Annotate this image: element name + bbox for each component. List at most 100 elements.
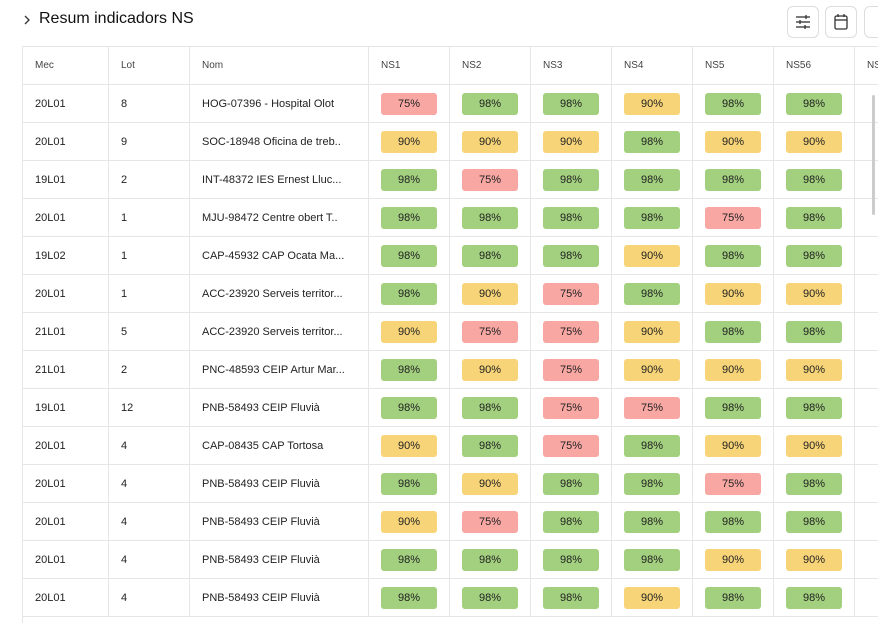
- table-cell: [855, 389, 878, 427]
- table-cell: 98%: [774, 465, 855, 503]
- table-cell: 98%: [693, 503, 774, 541]
- status-badge: 98%: [786, 206, 842, 229]
- table-cell: [855, 161, 878, 199]
- status-badge: 98%: [381, 282, 437, 305]
- table-cell: 2: [109, 161, 190, 199]
- table-cell: 75%: [450, 161, 531, 199]
- table-cell: 4: [109, 541, 190, 579]
- table-cell: 20L01: [23, 465, 109, 503]
- table-cell: 19L02: [23, 237, 109, 275]
- table-cell: 8: [109, 85, 190, 123]
- table-cell: 98%: [450, 389, 531, 427]
- scrollbar[interactable]: [872, 95, 875, 215]
- table-cell: 98%: [774, 237, 855, 275]
- table-cell: 75%: [450, 313, 531, 351]
- table-cell: 98%: [774, 85, 855, 123]
- column-header: NS56: [774, 47, 855, 85]
- table-cell: 21L01: [23, 351, 109, 389]
- table-cell: CAP-45932 CAP Ocata Ma...: [190, 237, 369, 275]
- table-cell: [855, 123, 878, 161]
- status-badge: 98%: [786, 92, 842, 115]
- status-badge: 98%: [543, 206, 599, 229]
- status-badge: 98%: [462, 586, 518, 609]
- table-cell: 21L01: [23, 313, 109, 351]
- table-cell: 90%: [450, 351, 531, 389]
- table-cell: 98%: [450, 579, 531, 617]
- collapse-toggle[interactable]: [22, 11, 34, 29]
- table-cell: [855, 503, 878, 541]
- table-cell: 98%: [369, 465, 450, 503]
- table-cell: 98%: [369, 389, 450, 427]
- table-cell: 98%: [612, 427, 693, 465]
- column-header: NS: [855, 47, 878, 85]
- status-badge: 90%: [543, 130, 599, 153]
- status-badge: 98%: [705, 586, 761, 609]
- table-cell: ACC-23920 Serveis territor...: [190, 313, 369, 351]
- table-cell: 19L01: [23, 161, 109, 199]
- table-cell: 90%: [693, 123, 774, 161]
- status-badge: 90%: [381, 510, 437, 533]
- table-cell: [855, 199, 878, 237]
- status-badge: 98%: [543, 244, 599, 267]
- table-cell: [855, 275, 878, 313]
- table-cell: 90%: [774, 351, 855, 389]
- table-cell: 98%: [693, 579, 774, 617]
- status-badge: 98%: [786, 586, 842, 609]
- table-cell: 2: [109, 351, 190, 389]
- table-cell: 75%: [693, 465, 774, 503]
- status-badge: 75%: [381, 92, 437, 115]
- table-cell: 75%: [531, 351, 612, 389]
- status-badge: 98%: [543, 92, 599, 115]
- table-cell: 90%: [774, 123, 855, 161]
- status-badge: 75%: [462, 168, 518, 191]
- status-badge: 90%: [462, 282, 518, 305]
- table-cell: 98%: [693, 161, 774, 199]
- table-cell: 20L01: [23, 427, 109, 465]
- filter-button[interactable]: [787, 6, 819, 38]
- table-cell: 1: [109, 199, 190, 237]
- status-badge: 90%: [786, 434, 842, 457]
- status-badge: 90%: [705, 282, 761, 305]
- table-cell: 90%: [450, 275, 531, 313]
- table-cell: 20L01: [23, 85, 109, 123]
- status-badge: 98%: [786, 472, 842, 495]
- status-badge: 75%: [462, 320, 518, 343]
- status-badge: 90%: [705, 434, 761, 457]
- column-header: NS4: [612, 47, 693, 85]
- table-cell: PNB-58493 CEIP Fluvià: [190, 503, 369, 541]
- table-cell: 98%: [369, 541, 450, 579]
- table-cell: 98%: [450, 237, 531, 275]
- page-title: Resum indicadors NS: [39, 10, 194, 27]
- table-cell: 4: [109, 579, 190, 617]
- table-cell: [855, 465, 878, 503]
- calendar-button[interactable]: [825, 6, 857, 38]
- column-header: NS3: [531, 47, 612, 85]
- expand-button[interactable]: [864, 6, 878, 38]
- table-cell: INT-48372 IES Ernest Lluc...: [190, 161, 369, 199]
- table-cell: 90%: [531, 123, 612, 161]
- table-cell: 98%: [531, 579, 612, 617]
- status-badge: 98%: [381, 168, 437, 191]
- table-cell: 98%: [774, 503, 855, 541]
- table-cell: 98%: [531, 465, 612, 503]
- table-cell: 90%: [612, 237, 693, 275]
- status-badge: 98%: [543, 586, 599, 609]
- table-cell: 20L01: [23, 275, 109, 313]
- status-badge: 98%: [624, 206, 680, 229]
- table-cell: 98%: [774, 313, 855, 351]
- table-cell: 98%: [612, 275, 693, 313]
- table-cell: 90%: [369, 427, 450, 465]
- table-cell: 98%: [612, 123, 693, 161]
- status-badge: 90%: [705, 548, 761, 571]
- status-badge: 98%: [786, 244, 842, 267]
- status-badge: 90%: [705, 358, 761, 381]
- table-cell: 98%: [612, 161, 693, 199]
- status-badge: 98%: [786, 396, 842, 419]
- table-cell: SOC-18948 Oficina de treb..: [190, 123, 369, 161]
- table-cell: 98%: [693, 313, 774, 351]
- table-cell: 75%: [693, 199, 774, 237]
- table-cell: 98%: [369, 351, 450, 389]
- status-badge: 90%: [786, 358, 842, 381]
- table-cell: 9: [109, 123, 190, 161]
- table-cell: 5: [109, 313, 190, 351]
